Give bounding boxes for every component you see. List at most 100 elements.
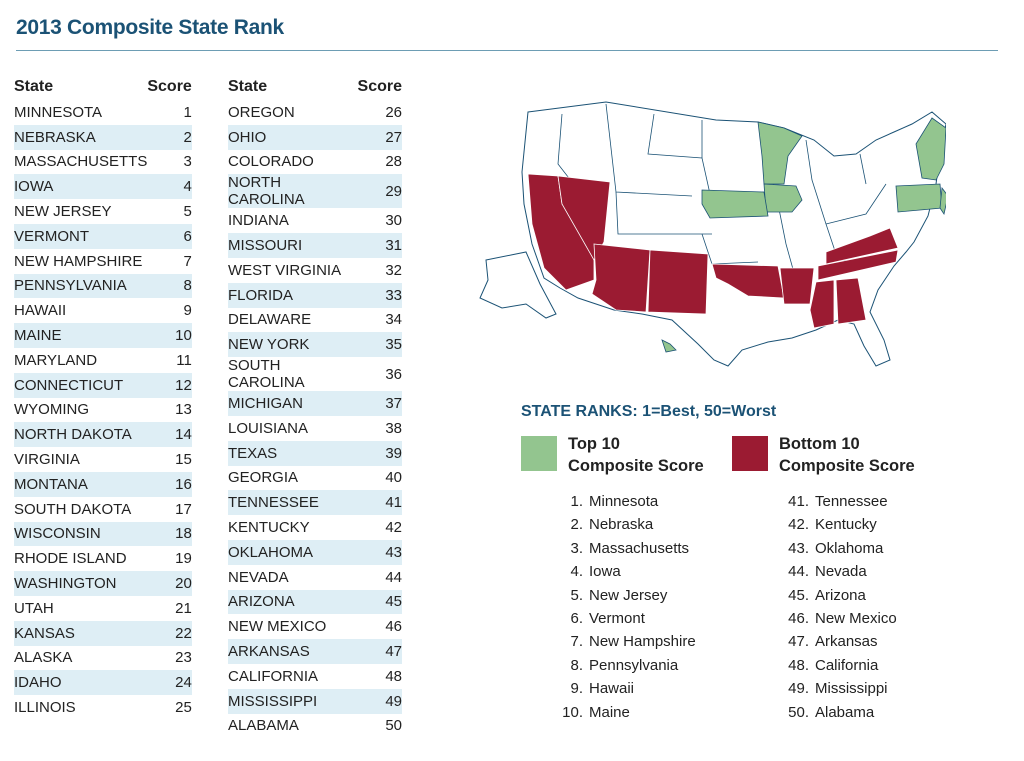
table-row: MONTANA 16 bbox=[14, 471, 192, 497]
rank-state-name: Mississippi bbox=[815, 680, 888, 698]
score-cell: 4 bbox=[147, 174, 192, 200]
rank-number: 43. bbox=[788, 539, 809, 557]
table-row: FLORIDA 33 bbox=[228, 282, 402, 308]
list-item: 48. California bbox=[773, 657, 897, 680]
list-item: 8. Pennsylvania bbox=[553, 657, 696, 680]
score-cell: 20 bbox=[147, 571, 192, 596]
page-title: 2013 Composite State Rank bbox=[16, 16, 284, 39]
score-cell: 17 bbox=[175, 500, 192, 518]
state-name-cell: WEST VIRGINIA bbox=[228, 261, 342, 279]
score-cell: 18 bbox=[147, 521, 192, 547]
bottom10-legend-line2: Composite Score bbox=[779, 457, 915, 475]
table-row: MARYLAND 11 bbox=[14, 348, 192, 373]
state-name-cell: MASSACHUSETTS bbox=[14, 153, 148, 171]
table-row: NEBRASKA 2 bbox=[14, 124, 192, 150]
state-name-cell: INDIANA bbox=[228, 212, 289, 230]
state-name-cell: NEW YORK bbox=[228, 332, 358, 358]
state-name-cell: RHODE ISLAND bbox=[14, 550, 127, 568]
score-cell: 48 bbox=[385, 667, 402, 685]
score-cell: 39 bbox=[357, 440, 402, 466]
table-row: RHODE ISLAND 19 bbox=[14, 546, 192, 571]
alaska-shape bbox=[479, 251, 557, 319]
state-name-cell: MINNESOTA bbox=[14, 103, 103, 121]
state-column-header: State bbox=[228, 78, 268, 95]
rank-number: 8. bbox=[570, 656, 583, 674]
list-item: 7. New Hampshire bbox=[553, 633, 696, 656]
rank-number: 49. bbox=[788, 680, 809, 698]
score-cell: 32 bbox=[385, 261, 402, 279]
score-cell: 10 bbox=[147, 323, 192, 348]
table-row: OREGON 26 bbox=[228, 100, 402, 125]
rank-number: 1. bbox=[570, 493, 583, 510]
score-cell: 13 bbox=[175, 401, 192, 419]
table-row: GEORGIA 40 bbox=[228, 466, 402, 491]
state-name-cell: TEXAS bbox=[228, 440, 358, 466]
table-row: ARKANSAS 47 bbox=[228, 639, 402, 664]
list-item: 6. Vermont bbox=[553, 610, 696, 633]
rank-state-name: Alabama bbox=[815, 703, 875, 721]
rank-number: 9. bbox=[570, 680, 583, 698]
state-name-cell: DELAWARE bbox=[228, 311, 312, 329]
top10-legend-line2: Composite Score bbox=[568, 457, 704, 475]
rank-table-right: State Score OREGON 26 OHIO 27 COLORADO 28 NORT… bbox=[228, 74, 402, 738]
score-cell: 5 bbox=[183, 203, 192, 221]
table-row: NORTH CAROLINA 29 bbox=[228, 174, 402, 209]
table-row: MISSISSIPPI 49 bbox=[228, 688, 402, 714]
rank-number: 2. bbox=[570, 516, 583, 534]
list-item: 46. New Mexico bbox=[773, 610, 897, 633]
table-row: MASSACHUSETTS 3 bbox=[14, 150, 192, 175]
arkansas-shape bbox=[779, 267, 815, 305]
state-name-cell: WISCONSIN bbox=[14, 521, 148, 547]
state-name-cell: COLORADO bbox=[228, 153, 314, 171]
score-cell: 3 bbox=[183, 153, 192, 171]
table-row: NEVADA 44 bbox=[228, 565, 402, 590]
state-name-cell: LOUISIANA bbox=[228, 419, 309, 437]
table-row: ALASKA 23 bbox=[14, 646, 192, 671]
state-name-cell: MONTANA bbox=[14, 471, 148, 497]
hawaii-shape bbox=[661, 339, 677, 353]
rank-number: 10. bbox=[562, 703, 583, 721]
rank-state-name: New Hampshire bbox=[589, 633, 696, 651]
table-row: LOUISIANA 38 bbox=[228, 416, 402, 441]
table-row: KENTUCKY 42 bbox=[228, 515, 402, 540]
oklahoma-shape bbox=[711, 263, 785, 299]
state-name-cell: HAWAII bbox=[14, 302, 67, 320]
table-row: WYOMING 13 bbox=[14, 398, 192, 423]
state-name-cell: PENNSYLVANIA bbox=[14, 273, 148, 299]
score-cell: 8 bbox=[147, 273, 192, 299]
top10-states bbox=[661, 117, 946, 353]
state-name-cell: SOUTH CAROLINA bbox=[228, 357, 305, 392]
table-row: OHIO 27 bbox=[228, 124, 402, 150]
score-cell: 21 bbox=[175, 599, 192, 617]
list-item: 41. Tennessee bbox=[773, 493, 897, 516]
table-row: SOUTH CAROLINA 36 bbox=[228, 357, 402, 391]
state-name-cell: OHIO bbox=[228, 124, 358, 150]
table-row: COLORADO 28 bbox=[228, 150, 402, 175]
list-item: 3. Massachusetts bbox=[553, 540, 696, 563]
rank-number: 6. bbox=[570, 609, 583, 627]
state-name-cell: UTAH bbox=[14, 599, 54, 617]
list-item: 45. Arizona bbox=[773, 587, 897, 610]
score-cell: 35 bbox=[357, 332, 402, 358]
state-name-cell: MAINE bbox=[14, 323, 148, 348]
new-jersey-shape bbox=[939, 186, 946, 216]
score-cell: 38 bbox=[385, 419, 402, 437]
score-cell: 24 bbox=[147, 670, 192, 696]
score-cell: 23 bbox=[175, 649, 192, 667]
score-cell: 42 bbox=[385, 519, 402, 537]
score-cell: 12 bbox=[147, 372, 192, 398]
score-cell: 11 bbox=[176, 351, 192, 369]
rank-state-name: Tennessee bbox=[815, 493, 888, 510]
rank-table-left: State Score MINNESOTA 1 NEBRASKA 2 MASSACHUS… bbox=[14, 74, 192, 720]
bottom10-legend-line1: Bottom 10 bbox=[779, 435, 860, 453]
rank-number: 46. bbox=[788, 609, 809, 627]
state-name-cell: NORTH DAKOTA bbox=[14, 422, 148, 448]
rank-state-name: Iowa bbox=[589, 563, 621, 581]
rank-number: 42. bbox=[788, 516, 809, 534]
table-row: IDAHO 24 bbox=[14, 670, 192, 696]
score-cell: 22 bbox=[147, 620, 192, 646]
state-name-cell: VIRGINIA bbox=[14, 451, 80, 469]
score-cell: 50 bbox=[385, 717, 402, 735]
score-cell: 33 bbox=[357, 282, 402, 308]
rank-state-name: Massachusetts bbox=[589, 539, 690, 557]
